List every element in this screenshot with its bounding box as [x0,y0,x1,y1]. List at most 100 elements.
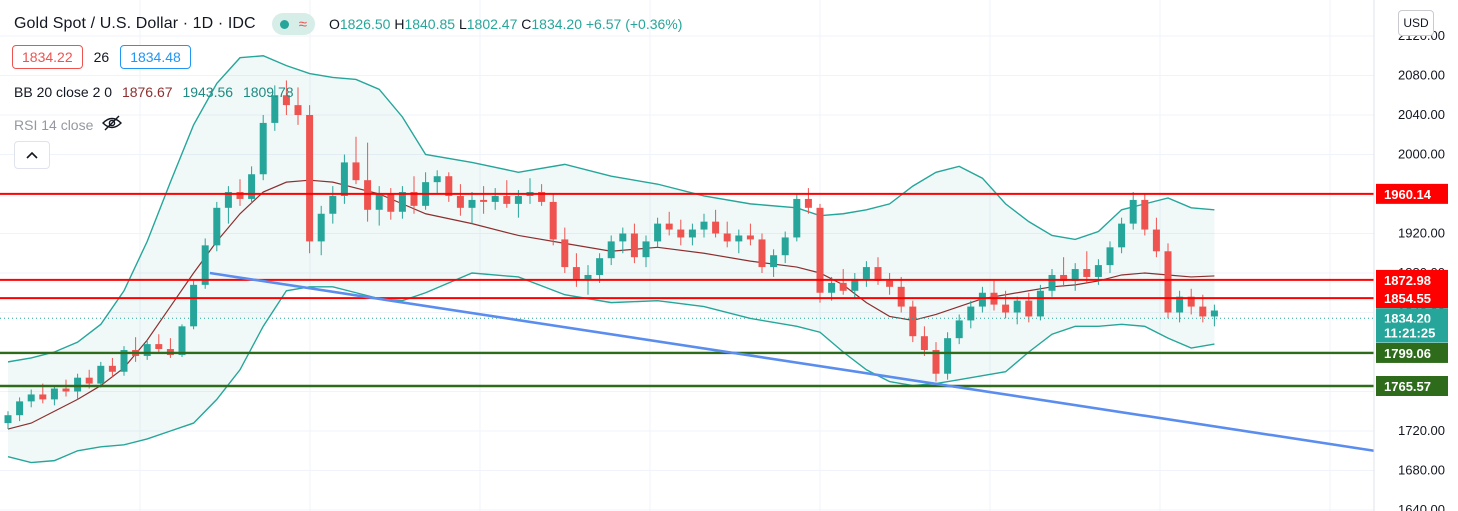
bb-legend[interactable]: BB 20 close 2 0 1876.67 1943.56 1809.78 [14,84,294,100]
candle-body [967,306,975,321]
low-label: L [458,16,467,32]
candle-body [920,336,928,351]
countdown-tag: 11:21:25 [1376,322,1448,343]
rsi-legend[interactable]: RSI 14 close [14,115,123,134]
level-tag-1765.57-bg [1376,375,1448,396]
high-value: 1840.85 [404,16,456,32]
candle-body [886,280,894,287]
level-tag-1854.55: 1854.55 [1376,288,1448,309]
level-tag-1872.98-text: 1872.98 [1384,273,1431,288]
candle-body [688,229,696,238]
candle-body [909,306,917,337]
level-tag-1854.55-bg [1376,288,1448,309]
axis-tick-label: 2080.00 [1398,68,1445,83]
candle-body [352,162,360,181]
candle-body [665,223,673,230]
countdown-tag-bg [1376,322,1448,343]
candle-body [143,344,151,356]
price-axis[interactable]: 1640.001680.001720.001760.001800.001840.… [1373,0,1445,511]
candle-body [1048,274,1056,291]
low-value: 1802.47 [466,16,518,32]
trendline [209,271,1375,453]
candle-body [572,267,580,279]
candle-body [758,239,766,268]
sell-price-button[interactable]: 1834.22 [12,45,83,69]
close-value: 1834.20 [531,16,582,32]
close-label: C [521,16,532,32]
bb-upper-value: 1943.56 [182,84,234,100]
candle-body [1210,310,1218,317]
chevron-up-icon [26,146,38,164]
candle-body [735,235,743,242]
status-toggle[interactable]: ≈ [271,13,315,35]
rsi-label: RSI 14 close [14,116,94,133]
candle-body [468,199,476,208]
level-tag-1854.55-text: 1854.55 [1384,291,1431,306]
candle-body [306,115,314,242]
candle-body [781,237,789,256]
candle-body [398,192,406,212]
candle-body [317,213,325,242]
dot-icon [279,19,289,29]
candle-body [1141,199,1149,230]
bb-lower-value: 1809.78 [242,84,294,100]
eye-slash-icon[interactable] [101,115,123,134]
candle-body [700,221,708,230]
candle-body [1013,300,1021,313]
candle-body [120,350,128,372]
axis-tick-label: 1720.00 [1398,423,1445,438]
level-tag-1872.98-bg [1376,269,1448,290]
bb-lower-line [7,272,1215,464]
candle-body [1071,269,1079,281]
candle-body [259,122,267,175]
candle-body [1036,290,1044,317]
candle-body [932,350,940,374]
candle-body [816,207,824,293]
candle-body [607,241,615,259]
candle-body [491,195,499,202]
candle-body [74,377,82,392]
candle-body [224,192,232,208]
candle-body [1083,269,1091,277]
level-tag-1799.06-text: 1799.06 [1384,346,1431,361]
candle-body [712,221,720,234]
bb-label: BB 20 close 2 0 [14,84,113,100]
candle-body [294,105,302,115]
candle-body [723,233,731,242]
countdown-tag-text: 11:21:25 [1384,326,1435,341]
candle-body [862,267,870,279]
level-tag-1872.98: 1872.98 [1376,269,1448,290]
candle-body [561,239,569,268]
candle-body [549,201,557,240]
candle-body [1094,265,1102,277]
currency-button[interactable]: USD [1398,10,1434,36]
candle-body [375,194,383,210]
candle-body [62,388,70,392]
candle-body [793,198,801,238]
candle-body [978,292,986,307]
candle-body [201,245,209,285]
horizontal-levels[interactable] [0,192,1375,453]
candle-body [514,195,522,204]
candle-body [1060,274,1068,281]
change-value: +6.57 (+0.36%) [585,16,683,32]
candle-body [155,344,163,350]
level-tag-1799.06-bg [1376,342,1448,363]
axis-tick-label: 1640.00 [1398,502,1445,511]
axis-tick-label: 1920.00 [1398,226,1445,241]
candle-body [364,180,372,210]
open-label: O [328,16,340,32]
candle-body [642,241,650,258]
candle-body [50,388,58,400]
candle-body [1176,296,1184,313]
collapse-legend-button[interactable] [14,141,50,169]
candle-body [503,195,511,204]
bid-ask: 1834.22 26 1834.48 [12,45,191,69]
symbol-title[interactable]: Gold Spot / U.S. Dollar · 1D · IDC [14,15,256,32]
wave-icon: ≈ [298,15,307,33]
buy-price-button[interactable]: 1834.48 [120,45,191,69]
candle-body [746,235,754,240]
candle-body [1129,199,1137,224]
current-price-tag-text: 1834.20 [1384,311,1431,326]
